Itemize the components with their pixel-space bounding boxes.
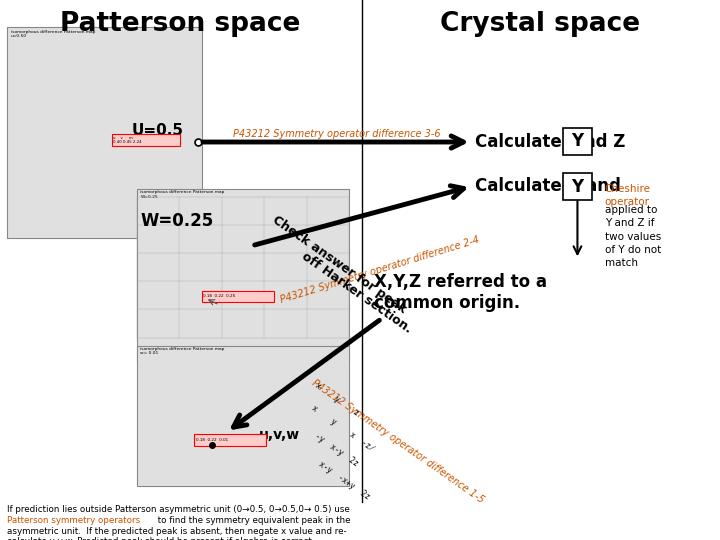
Text: P43212 Symmetry operator difference 3-6: P43212 Symmetry operator difference 3-6 bbox=[233, 129, 441, 139]
Text: Calculate X and: Calculate X and bbox=[475, 177, 627, 195]
Text: X,Y,Z referred to a
common origin.: X,Y,Z referred to a common origin. bbox=[374, 273, 547, 312]
Bar bbox=[137, 189, 349, 362]
Text: U=0.5: U=0.5 bbox=[132, 123, 184, 138]
Text: x    y    z: x y z bbox=[306, 375, 361, 417]
Bar bbox=[194, 434, 266, 445]
Text: applied to
Y and Z if
two values
of Y do not
match: applied to Y and Z if two values of Y do… bbox=[605, 205, 661, 268]
Text: x-y  -x+y  2z: x-y -x+y 2z bbox=[317, 460, 372, 502]
Text: off Harker section.: off Harker section. bbox=[299, 250, 414, 336]
Text: -y  x-y  2z: -y x-y 2z bbox=[313, 431, 360, 468]
Text: Calculate: Calculate bbox=[475, 133, 567, 151]
Bar bbox=[137, 346, 349, 486]
Text: x    y    x  -z̸: x y x -z̸ bbox=[310, 403, 375, 453]
Text: Patterson space: Patterson space bbox=[60, 11, 300, 37]
Text: isomorphous difference Patterson map
W=0.25: isomorphous difference Patterson map W=0… bbox=[140, 190, 225, 199]
FancyBboxPatch shape bbox=[563, 173, 592, 200]
Text: asymmetric unit.  If the predicted peak is absent, then negate x value and re-: asymmetric unit. If the predicted peak i… bbox=[7, 526, 347, 536]
Text: Y: Y bbox=[572, 178, 583, 196]
Bar bbox=[7, 27, 202, 238]
Text: Y: Y bbox=[572, 132, 583, 151]
Bar bbox=[112, 134, 180, 146]
Text: If prediction lies outside Patterson asymmetric unit (0→0.5, 0→0.5,0→ 0.5) use: If prediction lies outside Patterson asy… bbox=[7, 505, 350, 514]
Text: Patterson symmetry operators: Patterson symmetry operators bbox=[7, 516, 140, 525]
Text: Cheshire
operator: Cheshire operator bbox=[605, 184, 651, 207]
Text: Crystal space: Crystal space bbox=[440, 11, 640, 37]
Text: Check answer for peak: Check answer for peak bbox=[270, 213, 409, 316]
Text: u    v     m
0.40 0.45 2.24: u v m 0.40 0.45 2.24 bbox=[113, 136, 142, 144]
Bar bbox=[202, 291, 274, 302]
Text: isomorphous difference Patterson map
u=0.50: isomorphous difference Patterson map u=0… bbox=[11, 30, 95, 38]
Text: and Z: and Z bbox=[567, 133, 626, 151]
Text: to find the symmetry equivalent peak in the: to find the symmetry equivalent peak in … bbox=[155, 516, 351, 525]
Text: 0.18  0.22  0.25: 0.18 0.22 0.25 bbox=[203, 294, 235, 299]
Text: u,v,w: u,v,w bbox=[259, 428, 300, 442]
FancyBboxPatch shape bbox=[563, 128, 592, 155]
Text: 0.18  0.22  0.01: 0.18 0.22 0.01 bbox=[196, 437, 228, 442]
Text: calculate u,v,w. Predicted peak should be present if algebra is correct.: calculate u,v,w. Predicted peak should b… bbox=[7, 537, 315, 540]
Text: isomorphous difference Patterson map
w= 0.01: isomorphous difference Patterson map w= … bbox=[140, 347, 225, 355]
Text: P43212 Symmetry operator difference 1-5: P43212 Symmetry operator difference 1-5 bbox=[310, 378, 485, 505]
Text: W=0.25: W=0.25 bbox=[140, 212, 214, 230]
Text: P43212 Symmetry operator difference 2-4: P43212 Symmetry operator difference 2-4 bbox=[279, 235, 481, 305]
